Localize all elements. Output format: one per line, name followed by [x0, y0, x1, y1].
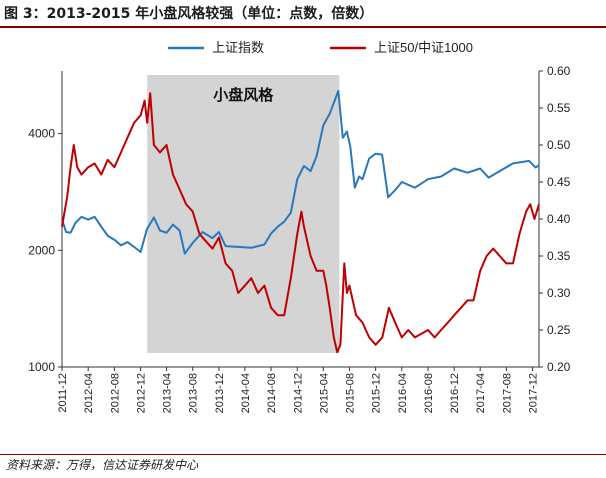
x-tick-label: 2013-04: [162, 373, 174, 413]
legend-label-0: 上证指数: [212, 40, 264, 55]
x-tick-label: 2014-08: [266, 373, 278, 413]
right-tick-label: 0.45: [547, 175, 571, 189]
right-tick-label: 0.50: [547, 138, 571, 152]
right-tick-label: 0.30: [547, 286, 571, 300]
title-rule: [0, 26, 606, 28]
right-tick-label: 0.25: [547, 323, 571, 337]
series-line-1: [61, 92, 540, 354]
left-tick-label: 1000: [28, 360, 55, 374]
x-tick-label: 2015-12: [371, 373, 383, 413]
x-tick-label: 2013-08: [188, 373, 200, 413]
x-tick-label: 2012-12: [136, 373, 148, 413]
x-tick-label: 2012-04: [83, 373, 95, 413]
line-chart: 小盘风格 1000 2000 4000 0.20 0.25 0.30 0.35 0.40 0.4…: [28, 40, 570, 413]
shaded-region-label: 小盘风格: [213, 86, 274, 104]
bottom-rule: [0, 454, 606, 455]
x-tick-label: 2016-12: [449, 373, 461, 413]
x-tick-label: 2014-12: [292, 373, 304, 413]
series-line-0: [61, 90, 540, 255]
shaded-region-layer: 小盘风格: [147, 75, 340, 353]
x-tick-label: 2012-08: [109, 373, 121, 413]
shaded-region-0: [147, 75, 340, 353]
x-tick-label: 2013-12: [214, 373, 226, 413]
legend-label-1: 上证50/中证1000: [374, 40, 473, 55]
x-tick-label: 2015-08: [344, 373, 356, 413]
x-tick-label: 2015-04: [318, 373, 330, 413]
series-layer: [61, 90, 540, 354]
x-tick-label: 2014-04: [240, 373, 252, 413]
x-tick-label: 2017-08: [501, 373, 513, 413]
figure-title: 图 3：2013-2015 年小盘风格较强（单位：点数，倍数）: [4, 6, 374, 22]
left-tick-label: 2000: [28, 243, 55, 257]
right-tick-label: 0.20: [547, 360, 571, 374]
legend: 上证指数 上证50/中证1000: [168, 40, 473, 55]
right-tick-label: 0.40: [547, 212, 571, 226]
x-tick-label: 2016-04: [397, 373, 409, 413]
right-tick-label: 0.35: [547, 249, 571, 263]
source-note: 资料来源：万得，信达证券研发中心: [6, 458, 199, 472]
axes: 1000 2000 4000 0.20 0.25 0.30 0.35 0.40 0.45 0.50…: [28, 64, 570, 413]
right-tick-label: 0.55: [547, 101, 571, 115]
x-tick-label: 2011-12: [57, 373, 69, 413]
left-tick-label: 4000: [28, 127, 55, 141]
x-tick-label: 2017-12: [528, 373, 540, 413]
x-tick-label: 2016-08: [423, 373, 435, 413]
right-tick-label: 0.60: [547, 64, 571, 78]
x-tick-label: 2017-04: [475, 373, 487, 413]
